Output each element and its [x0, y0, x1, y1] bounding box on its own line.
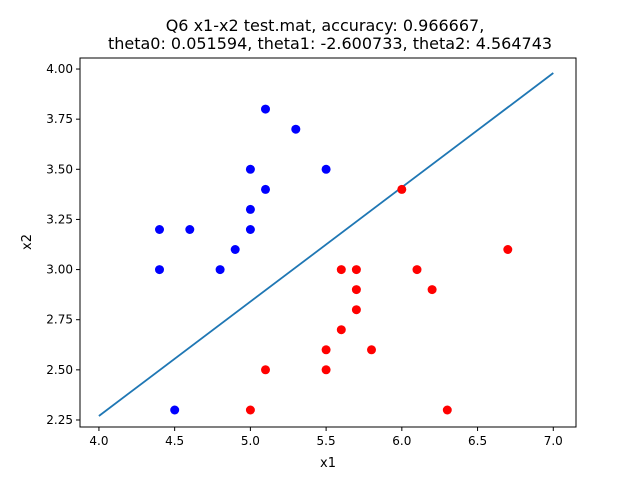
red-data-point — [351, 285, 361, 295]
x-axis-label: x1 — [320, 456, 336, 471]
blue-data-point — [170, 405, 180, 415]
blue-data-point — [261, 104, 270, 114]
blue-data-point — [261, 184, 270, 194]
x-tick-label: 6.5 — [468, 434, 487, 448]
decision-boundary-line — [98, 72, 554, 417]
red-data-point — [367, 345, 376, 355]
red-data-point — [503, 245, 513, 254]
plot-area — [98, 72, 554, 417]
blue-data-point — [185, 225, 195, 234]
red-data-point — [442, 405, 452, 415]
red-data-point — [336, 265, 346, 275]
red-data-point — [351, 265, 361, 275]
blue-data-point — [245, 225, 255, 234]
axes-frame — [79, 57, 577, 428]
blue-data-point — [215, 265, 225, 275]
x-tick-label: 7.0 — [544, 434, 563, 448]
y-tick-label: 3.75 — [46, 112, 73, 126]
x-tick-label: 4.5 — [165, 434, 184, 448]
x-tick-label: 5.0 — [241, 434, 260, 448]
red-data-point — [261, 365, 270, 375]
blue-data-point — [155, 265, 164, 275]
y-axis-label: x2 — [20, 234, 35, 250]
blue-data-point — [245, 164, 255, 174]
blue-data-point — [155, 225, 164, 234]
red-data-point — [397, 184, 407, 194]
chart-title-line2: theta0: 0.051594, theta1: -2.600733, the… — [108, 34, 552, 53]
y-tick-label: 2.50 — [46, 363, 73, 377]
y-tick-label: 2.25 — [46, 413, 73, 427]
red-data-point — [412, 265, 422, 275]
red-data-point — [336, 325, 346, 335]
x-tick-label: 6.0 — [392, 434, 411, 448]
y-tick-label: 4.00 — [46, 62, 73, 76]
y-tick-label: 3.00 — [46, 263, 73, 277]
chart-title-line1: Q6 x1-x2 test.mat, accuracy: 0.966667, — [166, 16, 485, 35]
red-data-point — [321, 345, 331, 355]
blue-data-point — [321, 164, 331, 174]
red-data-point — [245, 405, 255, 415]
x-tick-label: 5.5 — [317, 434, 336, 448]
x-tick-label: 4.0 — [89, 434, 108, 448]
x-axis-ticks: 4.0 4.5 5.0 5.5 6.0 6.5 7.0 — [89, 427, 563, 448]
y-tick-label: 3.50 — [46, 162, 73, 176]
y-tick-label: 3.25 — [46, 212, 73, 226]
blue-data-point — [245, 204, 255, 214]
y-tick-label: 2.75 — [46, 313, 73, 327]
blue-data-point — [291, 124, 301, 134]
red-data-point — [427, 285, 437, 295]
y-axis-ticks: 2.25 2.50 2.75 3.00 3.25 3.50 3.75 4.00 — [46, 62, 80, 427]
red-data-point — [351, 305, 361, 315]
red-data-point — [321, 365, 331, 375]
blue-data-point — [230, 245, 240, 254]
